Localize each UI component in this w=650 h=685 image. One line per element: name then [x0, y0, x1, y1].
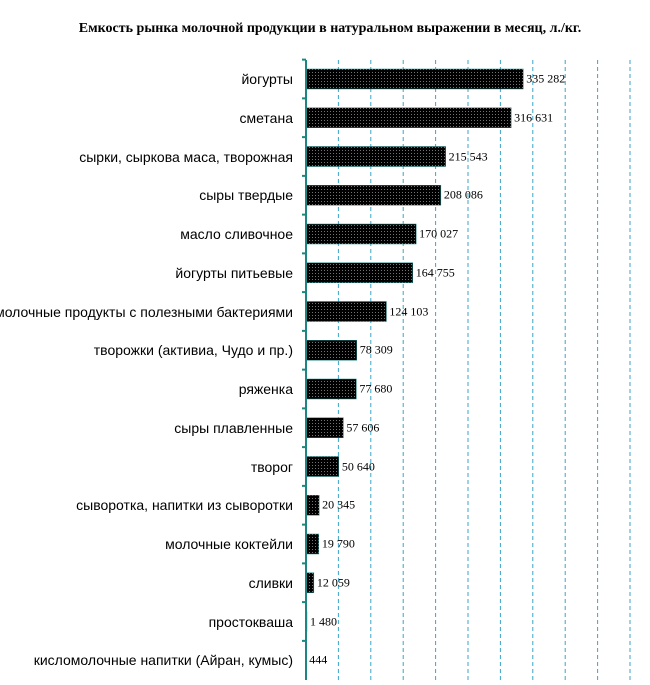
y-tick-label: творожки (активиа, Чудо и пр.) [93, 342, 293, 359]
data-label: 316 631 [514, 110, 554, 125]
bar [305, 417, 344, 438]
data-label: 19 790 [321, 536, 355, 551]
data-label: 57 606 [346, 420, 380, 435]
y-tick-label: творог [250, 458, 293, 475]
chart-title: Емкость рынка молочной продукции в натур… [78, 21, 582, 36]
y-tick-label: ряженка [238, 381, 293, 397]
data-label: 124 103 [389, 304, 429, 318]
data-label: 215 543 [448, 149, 488, 163]
bar [305, 68, 524, 90]
bar [305, 146, 446, 167]
bar [305, 378, 357, 400]
y-tick-label: йогурты питьевые [175, 264, 293, 281]
data-label: 208 086 [443, 187, 483, 202]
data-label: 170 027 [419, 226, 459, 241]
y-tick-label: простокваша [208, 613, 293, 630]
y-tick-label: сыры твердые [199, 187, 293, 204]
y-tick-label: йогурты [241, 71, 293, 87]
y-tick-label: сыворотка, напитки из сыворотки [76, 497, 293, 514]
y-tick-label: молочные коктейли [165, 536, 293, 552]
data-label: 444 [309, 652, 328, 667]
y-tick-label: масло сливочное [180, 226, 293, 242]
bar [305, 107, 512, 128]
data-label: 77 680 [359, 381, 393, 396]
data-label: 78 309 [359, 342, 393, 357]
bar [305, 301, 387, 322]
bar [305, 456, 340, 477]
y-tick-label: сырки, сыркова маса, творожная [79, 148, 293, 165]
y-tick-label: сливки [248, 574, 293, 591]
y-tick-label: сыры плавленные [174, 419, 293, 436]
bar [305, 262, 414, 283]
bar [305, 533, 320, 555]
bar [305, 340, 357, 361]
bar [305, 572, 315, 593]
data-label: 50 640 [341, 459, 375, 473]
data-label: 335 282 [526, 71, 566, 86]
data-label: 20 345 [322, 497, 356, 512]
y-tick-label: кисломолочные напитки (Айран, кумыс) [33, 652, 293, 669]
data-label: 12 059 [316, 575, 350, 590]
y-tick-label: сметана [239, 109, 293, 126]
data-label: 1 480 [309, 614, 337, 628]
bar [305, 185, 442, 206]
bar [305, 223, 417, 245]
y-tick-label: молочные продукты с полезными бактериями [0, 303, 293, 320]
data-label: 164 755 [415, 265, 455, 280]
bar [305, 495, 320, 516]
